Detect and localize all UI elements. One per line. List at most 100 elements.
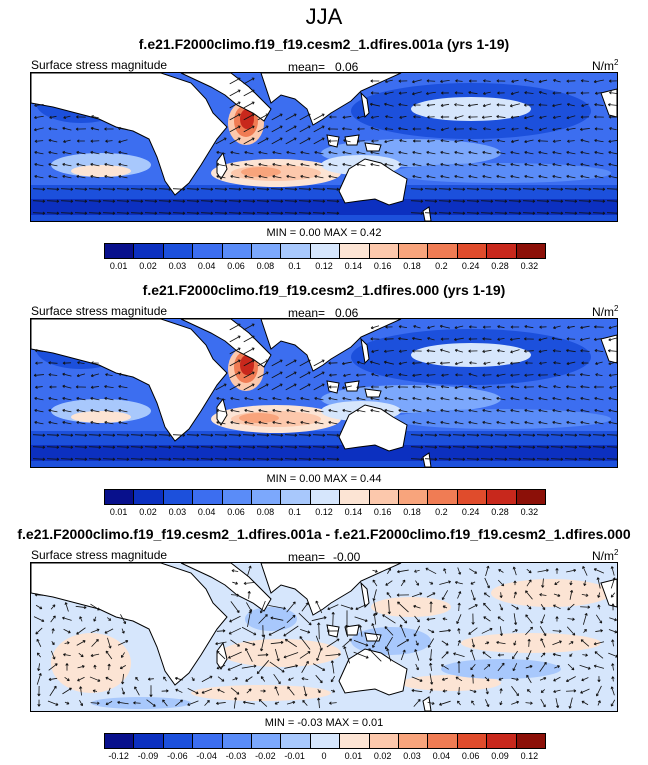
wind-vector-arrow — [494, 457, 508, 461]
wind-vector-arrow — [522, 433, 536, 437]
panel-2-units: N/m2 — [592, 304, 619, 319]
colorbar-swatch — [310, 244, 341, 258]
wind-vector-arrow — [229, 113, 241, 121]
wind-vector-arrow — [483, 664, 491, 670]
wind-vector-arrow — [410, 211, 424, 215]
colorbar-swatch — [134, 490, 164, 504]
wind-vector-arrow — [413, 604, 421, 609]
wind-vector-arrow — [593, 79, 604, 84]
wind-vector-arrow — [440, 348, 450, 353]
wind-vector-arrow — [580, 688, 590, 694]
wind-vector-arrow — [62, 174, 72, 179]
wind-vector-arrow — [60, 199, 74, 203]
wind-vector-arrow — [610, 699, 616, 707]
wind-vector-arrow — [527, 638, 531, 647]
wind-vector-arrow — [90, 701, 100, 705]
wind-vector-arrow — [286, 614, 296, 623]
wind-vector-arrow — [384, 127, 394, 131]
wind-vector-arrow — [284, 664, 298, 669]
wind-vector-arrow — [313, 371, 325, 379]
wind-vector-arrow — [512, 663, 518, 672]
wind-vector-arrow — [411, 91, 422, 96]
wind-vector-arrow — [480, 211, 494, 215]
colorbar-tick-label: 0.03 — [168, 507, 187, 517]
panel-2-minmax: MIN = 0.00 MAX = 0.44 — [266, 473, 382, 485]
wind-vector-arrow — [497, 616, 505, 622]
wind-vector-arrow — [538, 349, 548, 354]
colorbar-tick-label: -0.12 — [108, 751, 129, 761]
wind-vector-arrow — [300, 162, 310, 167]
wind-vector-arrow — [229, 615, 241, 623]
wind-vector-arrow — [552, 349, 562, 353]
wind-vector-arrow — [257, 359, 269, 367]
wind-vector-arrow — [243, 77, 255, 85]
wind-vector-arrow — [553, 593, 561, 597]
wind-vector-arrow — [327, 629, 339, 633]
wind-vector-arrow — [372, 638, 378, 648]
wind-vector-arrow — [553, 676, 561, 682]
wind-vector-arrow — [469, 689, 477, 693]
wind-vector-arrow — [79, 700, 84, 707]
wind-vector-arrow — [593, 325, 604, 329]
wind-vector-arrow — [508, 211, 522, 215]
colorbar-swatch — [252, 490, 282, 504]
wind-vector-arrow — [440, 150, 450, 155]
wind-vector-arrow — [440, 337, 450, 341]
wind-vector-arrow — [284, 433, 298, 437]
wind-vector-arrow — [594, 651, 604, 659]
wind-vector-arrow — [387, 567, 392, 574]
wind-vector-arrow — [384, 373, 393, 377]
wind-vector-arrow — [63, 115, 71, 119]
wind-vector-arrow — [442, 617, 448, 621]
wind-vector-arrow — [511, 686, 519, 697]
wind-vector-arrow — [105, 373, 113, 377]
wind-vector-arrow — [426, 617, 436, 621]
wind-vector-arrow — [78, 652, 84, 658]
wind-vector-arrow — [102, 457, 116, 461]
wind-vector-arrow — [454, 91, 464, 95]
wind-vector-arrow — [258, 408, 268, 413]
wind-vector-arrow — [341, 385, 352, 390]
wind-vector-arrow — [373, 599, 378, 616]
wind-vector-arrow — [384, 91, 394, 96]
wind-vector-arrow — [326, 445, 340, 449]
wind-vector-arrow — [144, 187, 158, 191]
wind-vector-arrow — [523, 78, 534, 83]
wind-vector-arrow — [496, 79, 506, 83]
wind-vector-arrow — [258, 420, 268, 425]
wind-vector-arrow — [593, 385, 604, 389]
wind-vector-arrow — [454, 420, 464, 425]
wind-vector-arrow — [313, 125, 325, 133]
wind-vector-arrow — [37, 685, 41, 697]
wind-vector-arrow — [259, 600, 266, 614]
wind-vector-arrow — [50, 604, 56, 610]
wind-vector-arrow — [90, 174, 100, 179]
wind-vector-arrow — [497, 662, 505, 672]
wind-vector-arrow — [328, 150, 338, 155]
wind-vector-arrow — [606, 433, 617, 437]
wind-vector-arrow — [34, 139, 44, 143]
wind-vector-arrow — [498, 677, 504, 681]
wind-vector-arrow — [161, 689, 169, 693]
wind-vector-arrow — [35, 361, 43, 365]
wind-vector-arrow — [243, 89, 255, 97]
colorbar-swatch — [310, 734, 341, 748]
wind-vector-arrow — [243, 335, 255, 343]
wind-vector-arrow — [400, 579, 406, 587]
wind-vector-arrow — [608, 337, 617, 342]
wind-vector-arrow — [453, 337, 464, 342]
wind-vector-arrow — [312, 199, 326, 203]
wind-vector-arrow — [300, 629, 311, 634]
wind-vector-arrow — [90, 628, 100, 633]
wind-vector-arrow — [62, 687, 72, 695]
wind-vector-arrow — [483, 592, 491, 598]
wind-vector-arrow — [116, 445, 130, 449]
wind-vector-arrow — [314, 420, 324, 425]
colorbar-tick-label: 0.06 — [227, 261, 245, 271]
wind-vector-arrow — [412, 150, 422, 155]
wind-vector-arrow — [524, 150, 534, 155]
wind-vector-arrow — [497, 361, 505, 365]
wind-vector-arrow — [228, 211, 242, 215]
wind-vector-arrow — [526, 568, 532, 574]
wind-vector-arrow — [566, 348, 576, 353]
